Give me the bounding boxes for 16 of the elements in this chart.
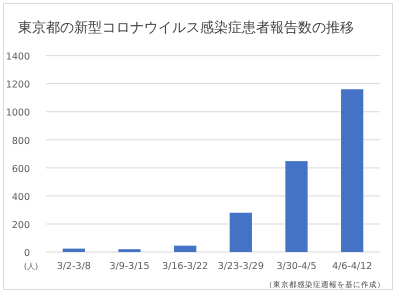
y-tick-label: 1400 [6, 52, 30, 63]
y-tick-label: 600 [12, 164, 30, 175]
y-tick-label: 0 [24, 248, 30, 259]
x-tick-label: 3/2-3/8 [56, 261, 91, 272]
title: 東京都の新型コロナウイルス感染症患者報告数の推移 [18, 20, 354, 36]
y-tick-label: 800 [12, 136, 30, 147]
x-tick-label: 3/9-3/15 [109, 261, 150, 272]
y-tick-label: 1000 [6, 108, 30, 119]
y-tick-label: 200 [12, 220, 30, 231]
y-tick-label: 400 [12, 192, 30, 203]
x-tick-label: 3/30-4/5 [276, 261, 317, 272]
y-tick-label: 1200 [6, 80, 30, 91]
y-axis-title: (人) [24, 262, 38, 271]
x-tick-label: 3/16-3/22 [162, 261, 208, 272]
x-tick-label: 3/23-3/29 [218, 261, 264, 272]
x-tick-label: 4/6-4/12 [332, 261, 372, 272]
